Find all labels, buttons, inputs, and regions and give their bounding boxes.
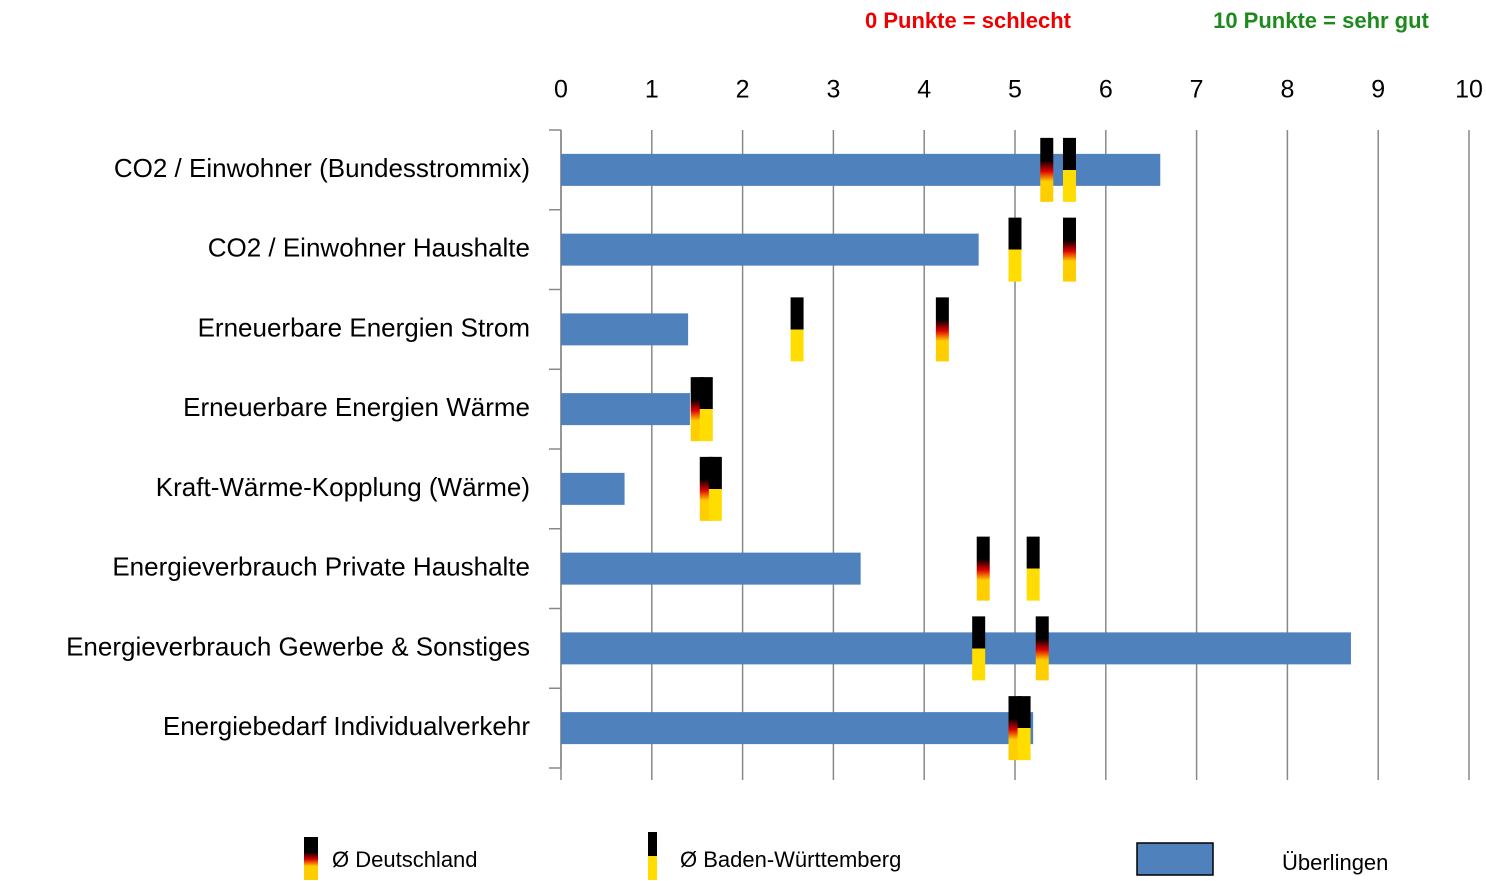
legend-swatch [304,837,318,880]
x-tick-label: 1 [645,76,659,104]
marker [790,297,804,362]
x-tick-label: 6 [1099,76,1113,104]
marker [1040,137,1054,202]
header-right: 10 Punkte = sehr gut [1213,8,1429,33]
bar [561,233,979,266]
marker [1017,696,1031,761]
x-tick-label: 4 [917,76,931,104]
bar [561,153,1161,186]
marker [699,377,713,442]
marker [708,456,722,521]
x-tick-label: 8 [1280,76,1294,104]
marker [972,616,986,681]
x-tick-label: 3 [826,76,840,104]
marker [976,536,990,601]
header-left: 0 Punkte = schlecht [865,8,1072,33]
x-tick-label: 2 [736,76,750,104]
marker [1035,616,1049,681]
bar [561,632,1351,665]
x-tick-label: 0 [554,76,568,104]
marker [935,297,949,362]
marker [1008,217,1022,282]
category-label: CO2 / Einwohner (Bundesstrommix) [114,153,530,183]
marker [1062,217,1076,282]
bar [561,552,861,585]
category-label: Kraft-Wärme-Kopplung (Wärme) [156,472,530,502]
x-tick-label: 7 [1190,76,1204,104]
category-label: Energieverbrauch Gewerbe & Sonstiges [66,631,530,661]
legend-label: Überlingen [1282,850,1388,875]
category-label: CO2 / Einwohner Haushalte [208,233,530,263]
legend-label: Ø Deutschland [332,847,478,872]
category-label: Erneuerbare Energien Strom [198,312,530,342]
category-label: Erneuerbare Energien Wärme [183,392,530,422]
category-label: Energieverbrauch Private Haushalte [112,552,530,582]
bar [561,393,690,426]
marker [1026,536,1040,601]
legend-swatch [1136,842,1214,876]
bar [561,472,625,505]
category-label: Energiebedarf Individualverkehr [163,711,530,741]
legend-swatch [648,832,657,880]
legend-label: Ø Baden-Württemberg [680,847,901,872]
marker [1062,137,1076,202]
bar [561,313,689,346]
bar [561,712,1034,745]
x-tick-label: 10 [1455,76,1483,104]
x-tick-label: 9 [1371,76,1385,104]
x-tick-label: 5 [1008,76,1022,104]
